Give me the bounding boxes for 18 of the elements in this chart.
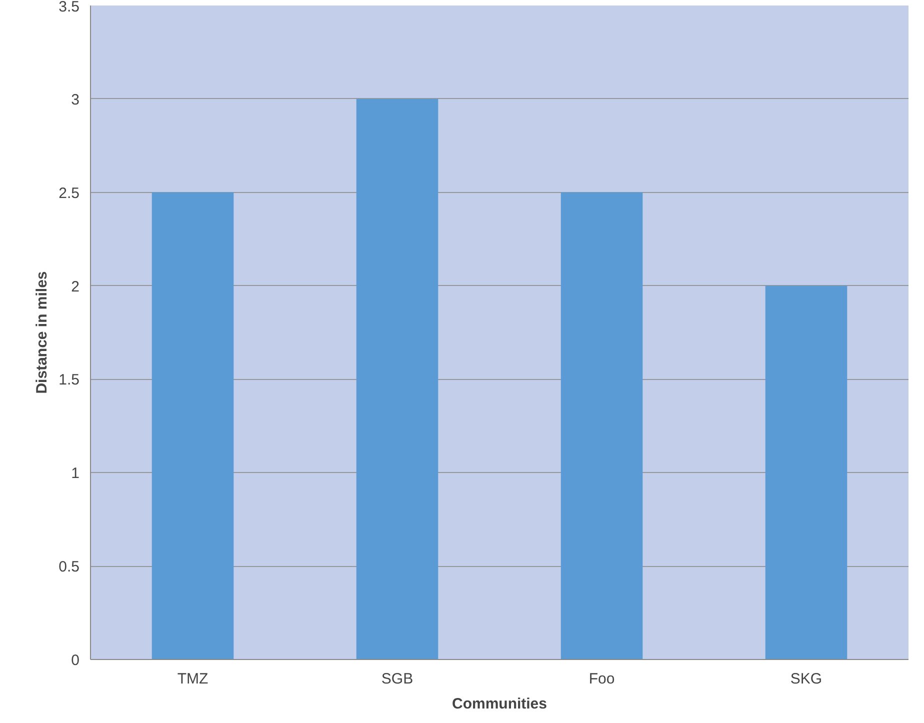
y-tick-label: 0 <box>71 652 80 669</box>
bar <box>356 98 438 660</box>
x-tick-label: TMZ <box>177 670 208 688</box>
x-tick-label: Foo <box>588 670 615 688</box>
y-tick-label: 1.5 <box>58 372 80 389</box>
y-tick-label: 0.5 <box>58 558 80 576</box>
y-tick-label: 3.5 <box>58 0 80 16</box>
x-axis-title: Communities <box>452 696 548 712</box>
bar <box>152 192 234 660</box>
y-tick-label: 2.5 <box>58 184 80 202</box>
bar <box>560 192 643 660</box>
y-tick-label: 2 <box>71 278 80 296</box>
x-tick-label: SGB <box>381 670 414 688</box>
y-tick-label: 3 <box>71 91 80 108</box>
x-tick-label: SKG <box>790 670 822 688</box>
y-axis-title: Distance in miles <box>34 271 51 394</box>
bar <box>765 286 848 660</box>
y-tick-label: 1 <box>71 465 80 482</box>
